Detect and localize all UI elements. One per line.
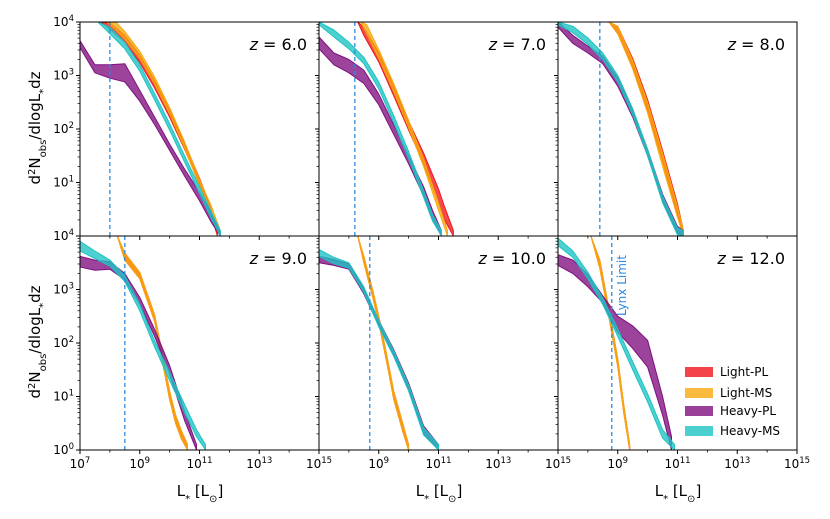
y-axis-label-bottom: d2Nobs/dlogL*dz — [26, 285, 49, 398]
panel-z-6-0-frame — [79, 21, 320, 237]
x-tick-label: 1015 — [306, 456, 332, 471]
panel-z-7-0-bands — [319, 22, 454, 236]
band-light-ms — [360, 22, 448, 236]
legend-swatch-light-ms — [685, 388, 713, 398]
band-heavy-ms — [80, 240, 206, 450]
legend-label-heavy-ms: Heavy-MS — [720, 424, 780, 438]
panel-z-7-0-label: z = 7.0 — [488, 35, 546, 54]
band-heavy-ms — [319, 22, 442, 236]
band-heavy-ms — [319, 248, 439, 450]
x-tick-label: 1011 — [186, 456, 212, 471]
panel-z-7-0: z = 7.0 — [315, 21, 559, 240]
panel-z-8-0-bands — [558, 22, 684, 236]
x-tick-label: 1011 — [425, 456, 451, 471]
panel-z-10-0-bands — [319, 236, 439, 450]
x-tick-label: 1013 — [485, 456, 511, 471]
panel-z-6-0-label: z = 6.0 — [249, 35, 307, 54]
band-heavy-pl — [319, 36, 442, 236]
x-tick-label: 109 — [607, 456, 628, 471]
band-heavy-ms — [558, 22, 684, 236]
panel-z-10-0-frame — [318, 235, 559, 451]
x-tick-label: 109 — [129, 456, 150, 471]
band-light-pl — [608, 22, 684, 236]
x-axis-label-col1: L* [L⊙] — [177, 482, 224, 505]
legend-swatch-light-pl — [685, 367, 713, 377]
panel-z-8-0: z = 8.0 — [554, 21, 798, 240]
band-heavy-ms — [558, 237, 675, 450]
panel-z-6-0: z = 6.0 101 102 103 104 — [53, 14, 320, 240]
band-light-ms — [116, 236, 188, 450]
band-light-ms — [357, 236, 410, 450]
y-axis-label-top: d2Nobs/dlogL*dz — [26, 71, 49, 184]
lynx-limit-label: Lynx Limit — [615, 255, 629, 316]
panel-z-12-0-label: z = 12.0 — [716, 249, 785, 268]
y-tick-label: 102 — [53, 121, 74, 136]
panel-z-10-0-label: z = 10.0 — [477, 249, 546, 268]
x-axis-label-col3: L* [L⊙] — [655, 482, 702, 505]
band-heavy-pl — [80, 40, 221, 236]
panel-z-9-0-label: z = 9.0 — [249, 249, 307, 268]
legend-swatch-heavy-pl — [685, 406, 713, 416]
panel-z-9-0: z = 9.0 100 101 102 103 104 107 109 1011 1013 1015 — [53, 228, 332, 471]
y-tick-label: 102 — [53, 335, 74, 350]
band-light-ms — [608, 22, 684, 236]
panel-z-9-0-bands — [80, 236, 206, 450]
legend-swatch-heavy-ms — [685, 426, 713, 436]
y-tick-label: 103 — [53, 282, 74, 297]
x-tick-label: 1015 — [784, 456, 810, 471]
band-heavy-ms — [97, 22, 221, 236]
legend-label-heavy-pl: Heavy-PL — [720, 404, 776, 418]
x-tick-label: 1013 — [246, 456, 272, 471]
panel-z-12-0-bands — [558, 236, 675, 450]
x-tick-label: 109 — [368, 456, 389, 471]
legend-label-light-ms: Light-MS — [720, 386, 772, 400]
legend-label-light-pl: Light-PL — [720, 365, 769, 379]
panel-z-6-0-bands — [80, 22, 221, 236]
band-heavy-pl — [80, 255, 197, 450]
panel-z-10-0: z = 10.0 109 1011 1013 1015 — [315, 235, 571, 471]
legend: Light-PL Light-MS Heavy-PL Heavy-MS — [685, 365, 780, 438]
y-tick-label: 100 — [53, 442, 74, 457]
x-tick-label: 1013 — [724, 456, 750, 471]
y-tick-label: 104 — [53, 14, 74, 29]
y-tick-label: 104 — [53, 228, 74, 243]
y-tick-label: 103 — [53, 68, 74, 83]
band-heavy-pl — [558, 254, 672, 450]
x-axis-label-col2: L* [L⊙] — [416, 482, 463, 505]
y-tick-label: 101 — [53, 175, 74, 190]
x-tick-label: 107 — [70, 456, 91, 471]
y-tick-label: 101 — [53, 389, 74, 404]
panel-z-8-0-label: z = 8.0 — [727, 35, 785, 54]
x-tick-label: 1011 — [664, 456, 690, 471]
x-tick-label: 1015 — [545, 456, 571, 471]
